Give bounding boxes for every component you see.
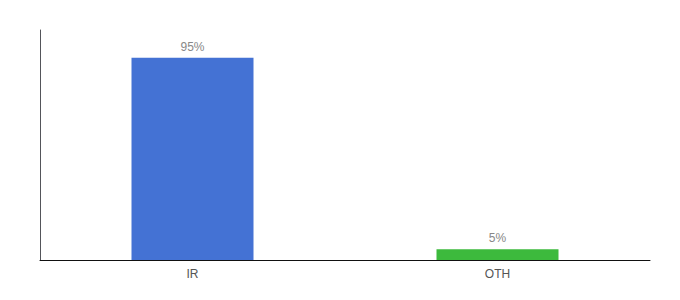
svg-text:5%: 5%: [489, 231, 507, 245]
svg-text:95%: 95%: [180, 40, 204, 54]
svg-text:OTH: OTH: [485, 267, 510, 281]
svg-text:IR: IR: [187, 267, 199, 281]
